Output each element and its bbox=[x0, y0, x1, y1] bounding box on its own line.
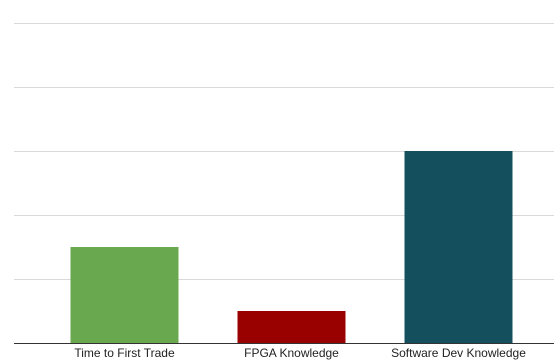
x-tick-label: FPGA Knowledge bbox=[244, 346, 339, 360]
x-tick-label: Software Dev Knowledge bbox=[391, 346, 526, 360]
bar-software-dev-knowledge bbox=[404, 151, 513, 343]
x-axis-tick-labels: Time to First Trade FPGA Knowledge Softwar… bbox=[74, 346, 526, 360]
bar-time-to-first-trade bbox=[70, 247, 179, 343]
x-tick-label: Time to First Trade bbox=[74, 346, 175, 360]
bars bbox=[70, 151, 513, 343]
bar-fpga-knowledge bbox=[237, 311, 346, 343]
